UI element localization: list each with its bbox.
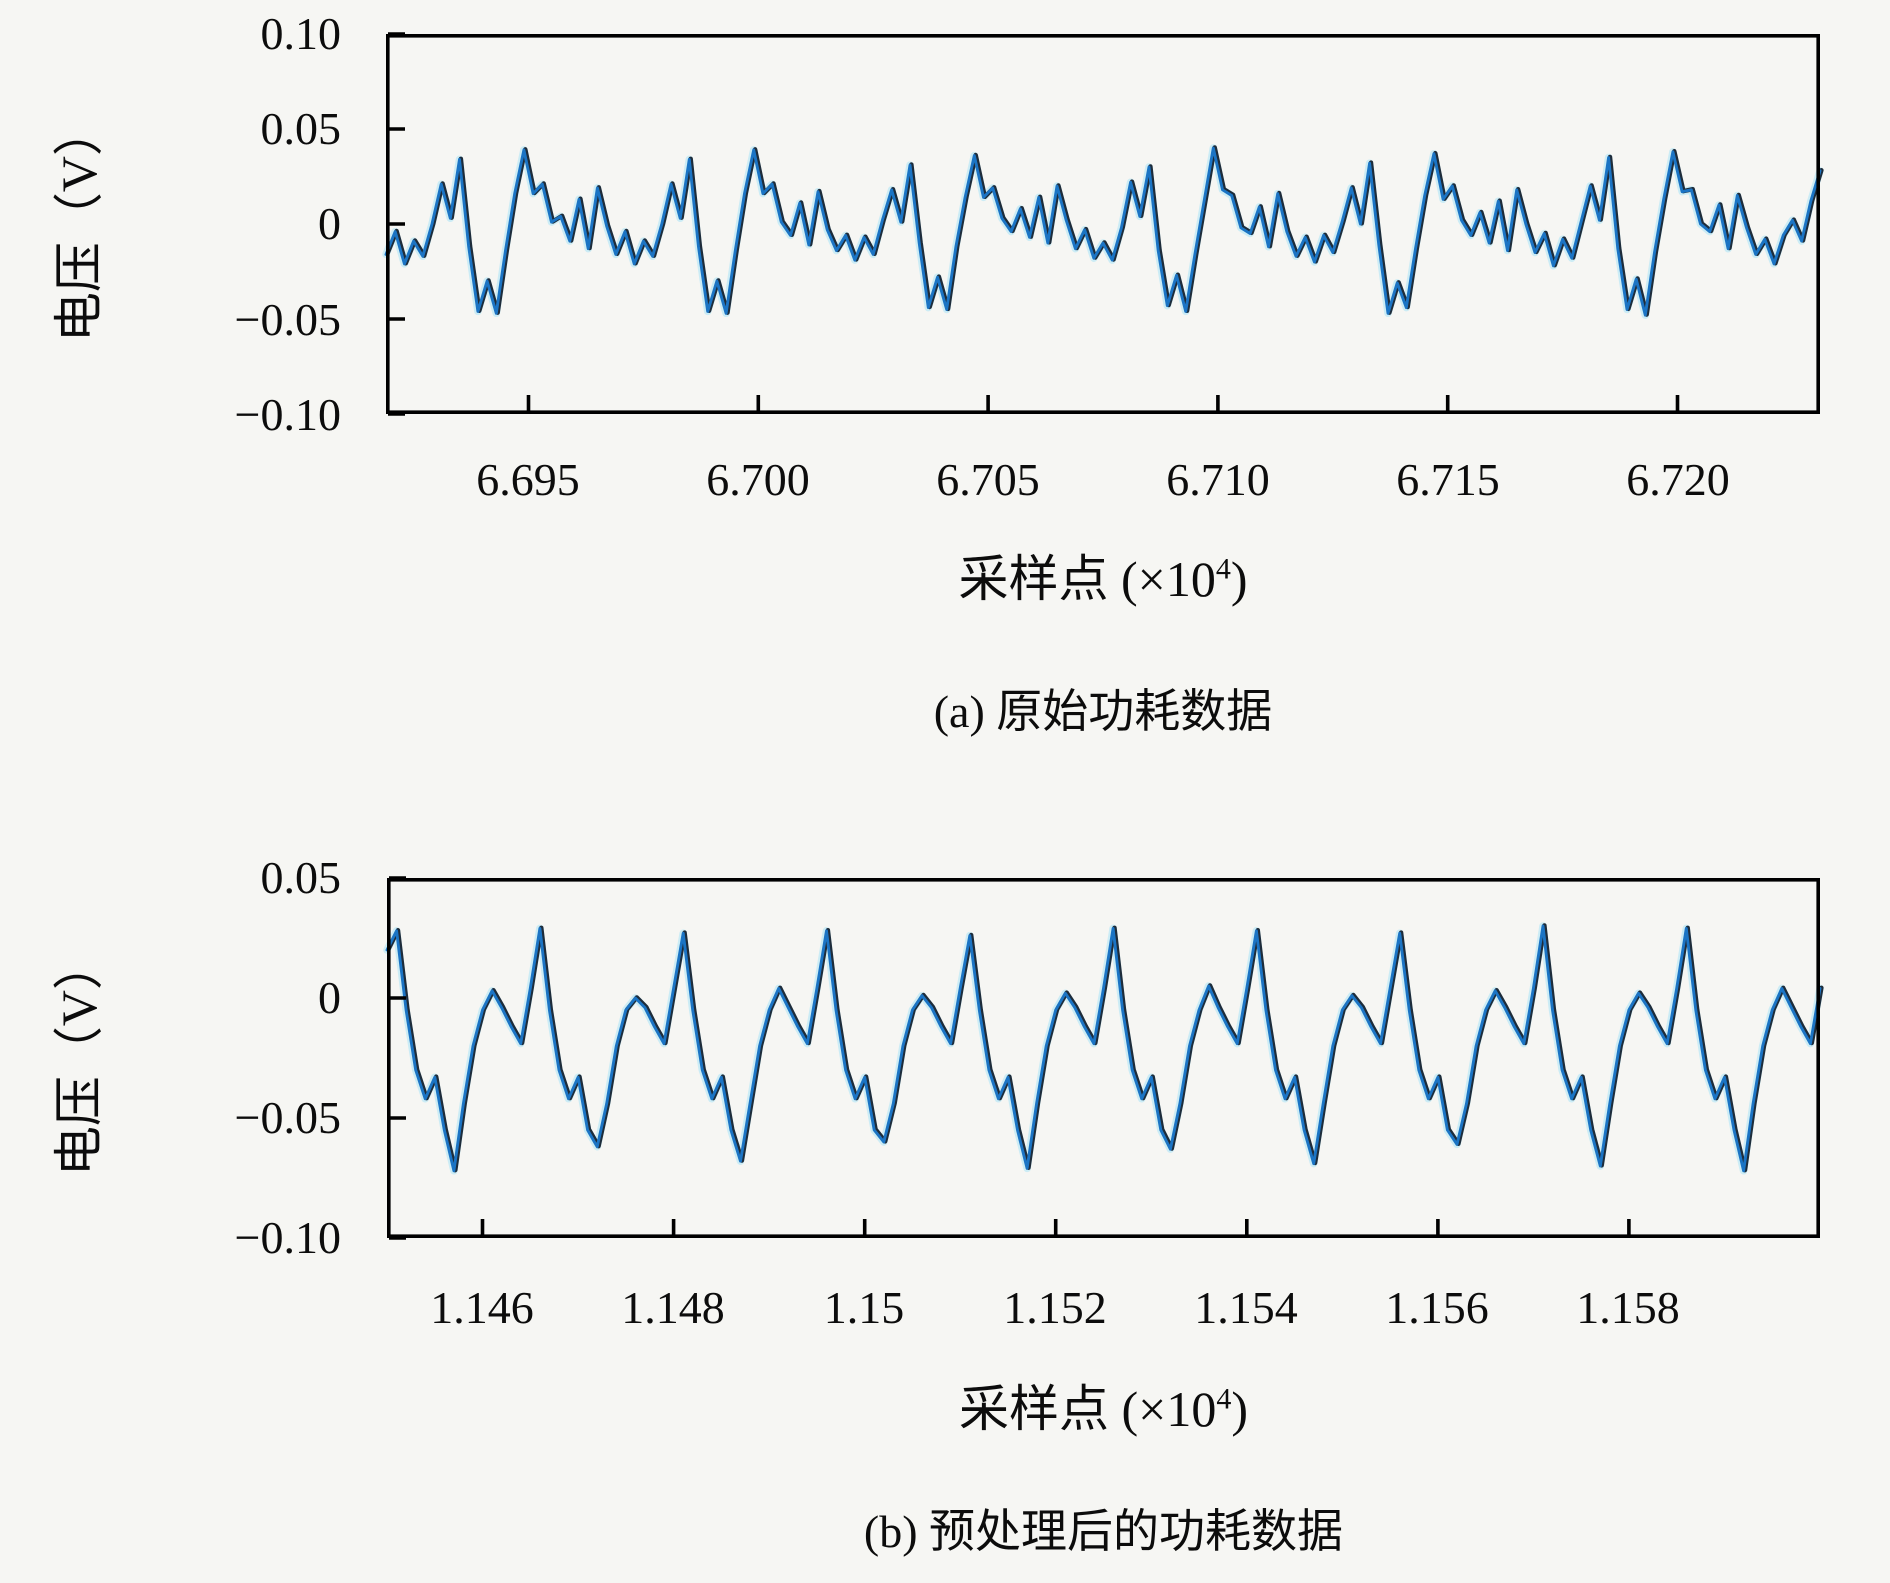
y-tick-label: −0.10 xyxy=(234,389,341,440)
x-axis-label-text: 采样点 (×10 xyxy=(958,551,1216,607)
y-tick-label: −0.05 xyxy=(234,1092,341,1143)
x-tick-label: 6.700 xyxy=(706,454,810,505)
x-axis-label-text: 采样点 (×10 xyxy=(958,1381,1217,1437)
x-tick-label: 1.148 xyxy=(621,1282,725,1333)
x-axis-label-a: 采样点 (×104) xyxy=(386,548,1820,610)
y-tick-label: 0.10 xyxy=(260,8,342,59)
y-tick-label: −0.05 xyxy=(234,294,341,345)
x-axis-label-b: 采样点 (×104) xyxy=(387,1378,1820,1440)
caption-b: (b) 预处理后的功耗数据 xyxy=(863,1506,1344,1557)
y-axis-label-b: 电压（V） xyxy=(51,939,107,1177)
y-tick-label: −0.10 xyxy=(234,1212,341,1263)
waveform-plot-a xyxy=(382,32,1824,416)
x-axis-label-exponent: 4 xyxy=(1215,552,1231,586)
x-tick-label: 1.15 xyxy=(823,1282,905,1333)
x-axis-label-exponent: 4 xyxy=(1216,1382,1232,1416)
x-tick-label: 1.152 xyxy=(1003,1282,1107,1333)
y-tick-label: 0.05 xyxy=(260,103,342,154)
x-tick-label: 1.158 xyxy=(1576,1282,1680,1333)
caption-a: (a) 原始功耗数据 xyxy=(933,686,1273,737)
y-tick-label: 0 xyxy=(318,198,341,249)
x-tick-label: 6.720 xyxy=(1626,454,1730,505)
x-tick-label: 1.146 xyxy=(430,1282,534,1333)
waveform-plot-b xyxy=(383,876,1824,1240)
x-tick-label: 6.705 xyxy=(936,454,1040,505)
y-tick-label: 0 xyxy=(318,972,341,1023)
x-axis-label-close: ) xyxy=(1230,551,1248,607)
y-axis-label-a: 电压（V） xyxy=(51,105,107,343)
y-tick-label: 0.05 xyxy=(260,852,342,903)
x-tick-label: 1.154 xyxy=(1194,1282,1298,1333)
x-tick-label: 6.710 xyxy=(1166,454,1270,505)
x-tick-label: 1.156 xyxy=(1385,1282,1489,1333)
x-tick-label: 6.715 xyxy=(1396,454,1500,505)
x-tick-label: 6.695 xyxy=(476,454,580,505)
x-axis-label-close: ) xyxy=(1231,1381,1248,1437)
